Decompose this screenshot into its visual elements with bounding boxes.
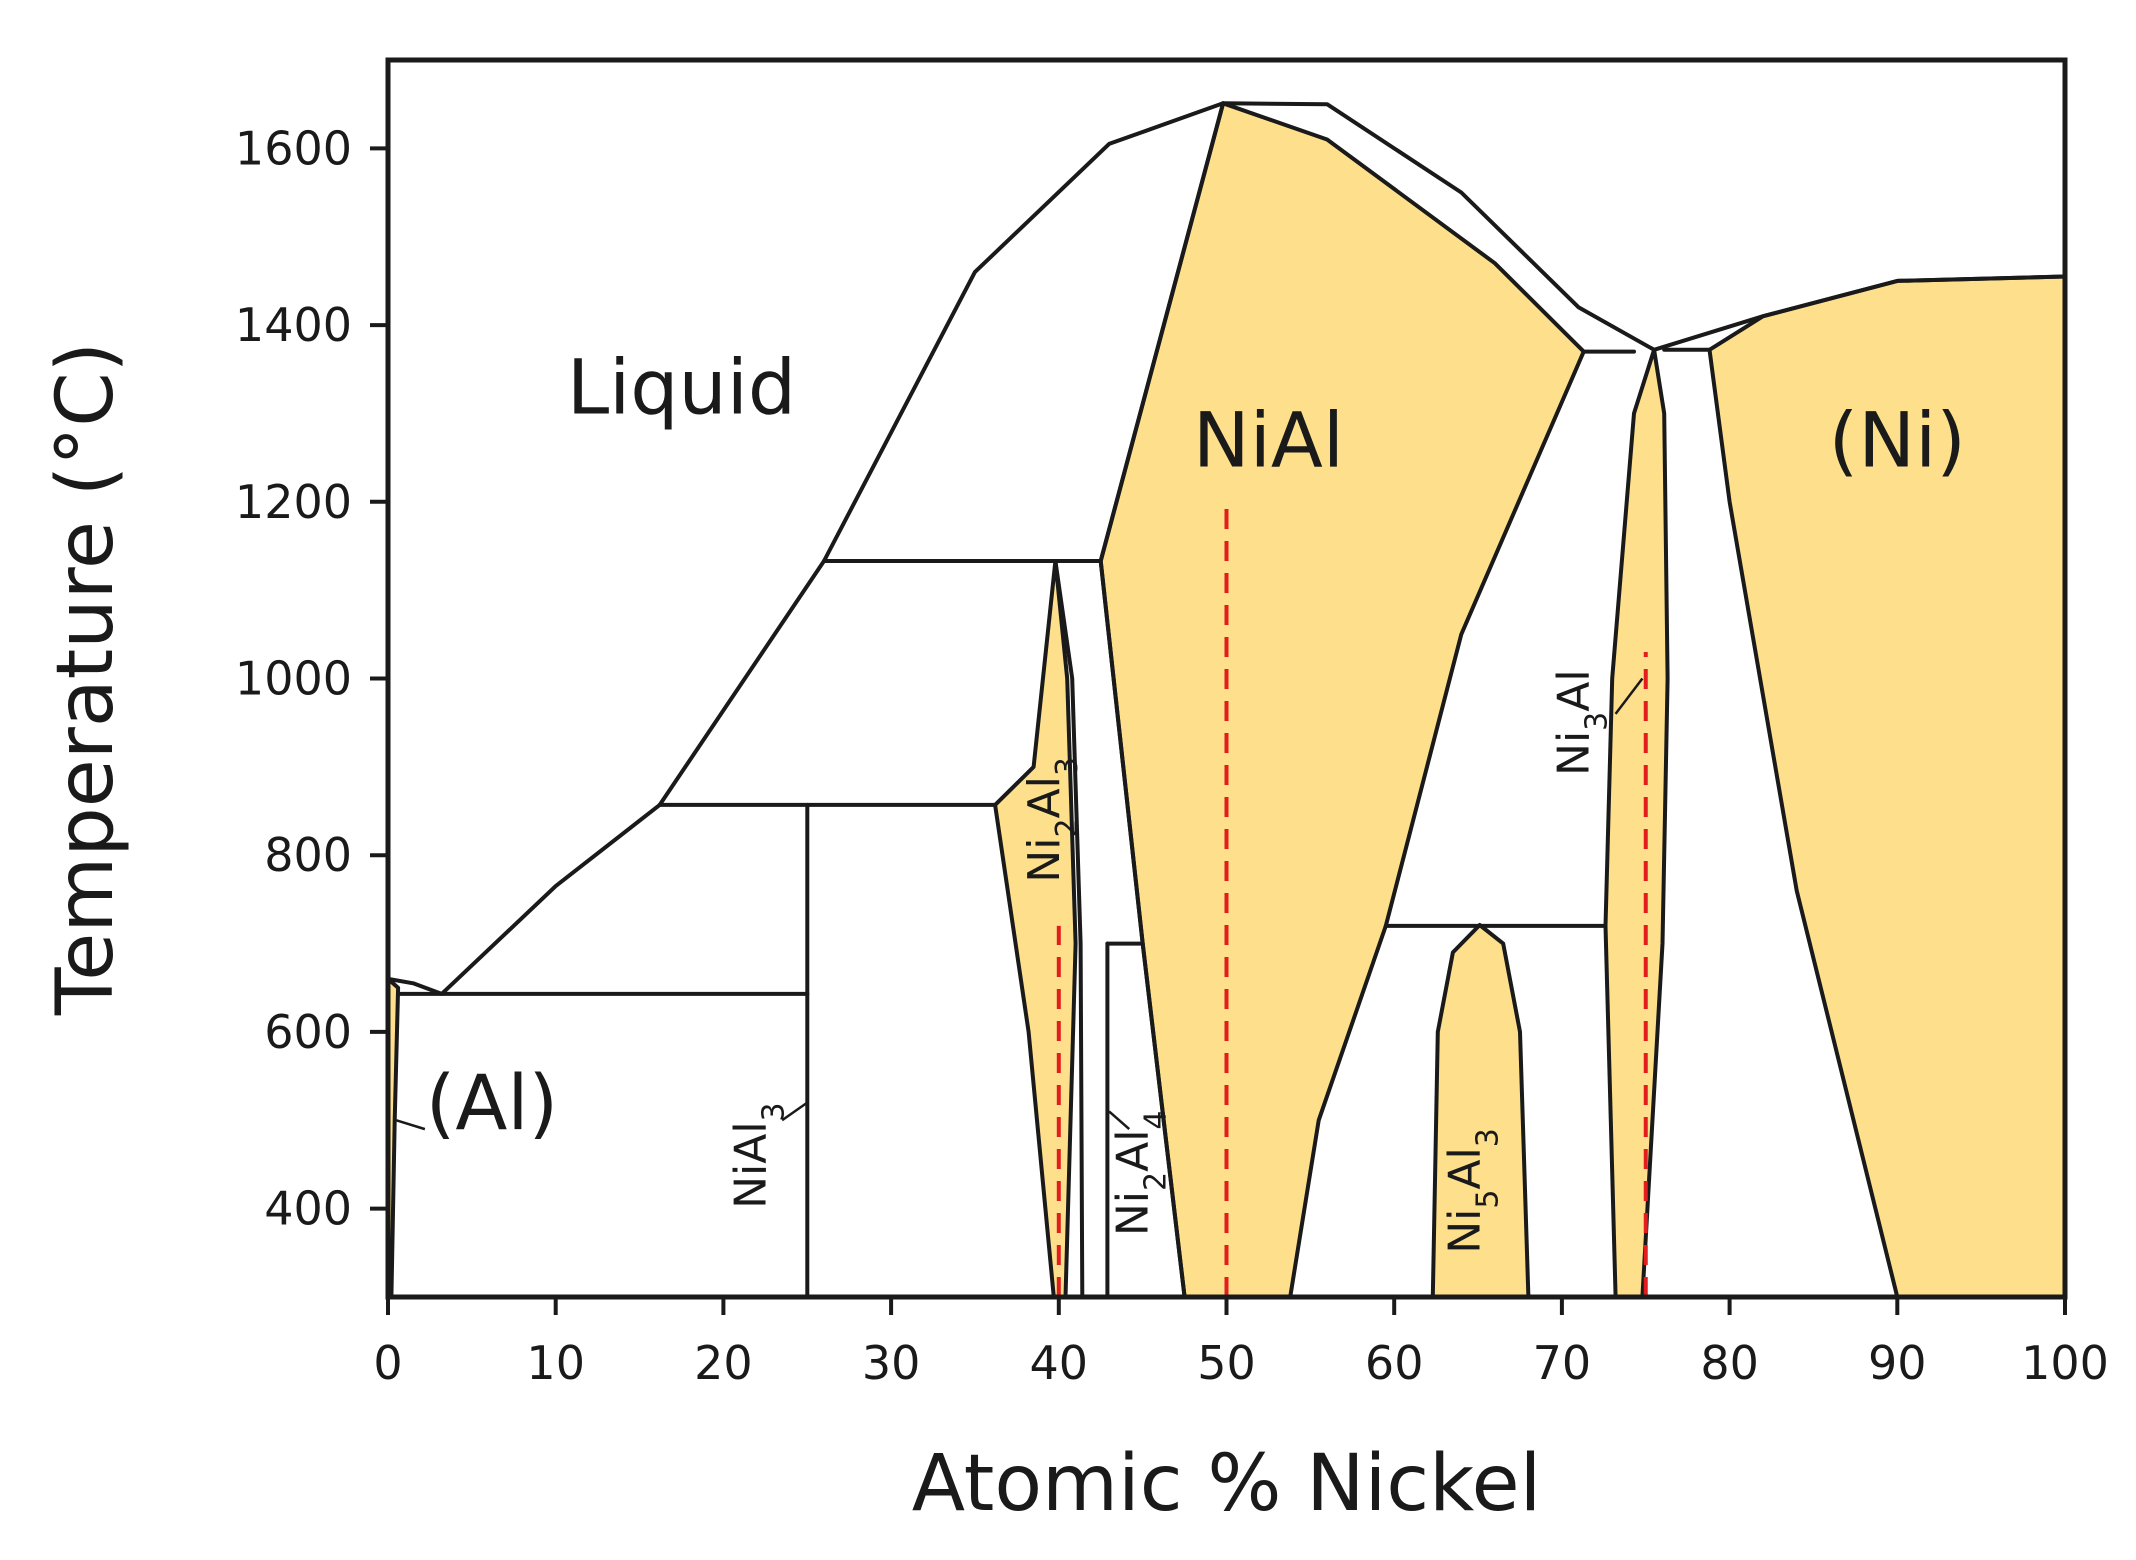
leader-line-2 xyxy=(1108,1110,1131,1131)
x-tick-label-10: 10 xyxy=(526,1336,585,1390)
phase-label-nial3: NiAl3 xyxy=(725,1102,791,1209)
phase-label-ni2al3: Ni2Al3 xyxy=(1019,757,1085,883)
y-tick-label-600: 600 xyxy=(264,1005,352,1059)
leader-line-0 xyxy=(396,1119,426,1131)
x-tick-label-90: 90 xyxy=(1868,1336,1927,1390)
x-tick-label-0: 0 xyxy=(373,1336,402,1390)
x-tick-label-50: 50 xyxy=(1197,1336,1256,1390)
phase-label-ni3al: Ni3Al xyxy=(1549,669,1615,776)
x-axis-title: Atomic % Nickel xyxy=(912,1439,1541,1529)
y-tick-label-1000: 1000 xyxy=(235,652,352,706)
boundary-nial-left-low xyxy=(1053,559,1085,1299)
axis-tick-layer: 0 10 20 30 40 50 60 70 80 90 100 400 600 800 1000 1200 1… xyxy=(235,121,2109,1390)
phase-fill-layer xyxy=(386,101,2067,1299)
x-tick-label-60: 60 xyxy=(1365,1336,1424,1390)
boundary-nial-left xyxy=(1098,101,1226,1299)
y-tick-label-800: 800 xyxy=(264,828,352,882)
y-tick-label-400: 400 xyxy=(264,1182,352,1236)
phase-label-nial: NiAl xyxy=(1193,395,1344,484)
y-axis-title: Temperature (°C) xyxy=(41,342,131,1016)
y-tick-label-1200: 1200 xyxy=(235,475,352,529)
stoichiometry-marker-layer xyxy=(1056,501,1648,1297)
y-tick-label-1400: 1400 xyxy=(235,298,352,352)
phase-label-liquid: Liquid xyxy=(567,342,796,431)
leader-line-3 xyxy=(1614,677,1644,715)
x-tick-label-40: 40 xyxy=(1030,1336,1089,1390)
phase-label-ni5al3: Ni5Al3 xyxy=(1440,1128,1506,1254)
phase-label-al: (Al) xyxy=(426,1058,558,1147)
x-tick-label-80: 80 xyxy=(1700,1336,1759,1390)
x-tick-label-30: 30 xyxy=(862,1336,921,1390)
x-tick-label-20: 20 xyxy=(694,1336,753,1390)
ni5al3-region xyxy=(1430,923,1531,1299)
phase-label-ni2al4: Ni2Al4 xyxy=(1108,1110,1174,1236)
phase-label-layer: Liquid NiAl (Ni) (Al) NiAl3 Ni2Al3 Ni2Al4 Ni5Al… xyxy=(426,342,1966,1253)
leader-line-1 xyxy=(781,1101,808,1122)
phase-label-ni: (Ni) xyxy=(1829,395,1966,484)
x-tick-label-70: 70 xyxy=(1533,1336,1592,1390)
boundary-liquidus-right xyxy=(1221,101,2067,352)
y-tick-label-1600: 1600 xyxy=(235,121,352,175)
ni3al-region xyxy=(1603,347,1670,1299)
x-tick-label-100: 100 xyxy=(2021,1336,2109,1390)
phase-boundary-layer xyxy=(386,101,2067,1299)
ni2al3-region xyxy=(993,559,1078,1299)
